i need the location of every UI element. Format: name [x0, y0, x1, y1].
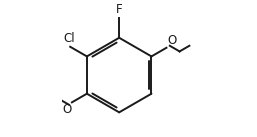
Text: O: O [167, 34, 176, 47]
Text: Cl: Cl [63, 32, 75, 45]
Text: F: F [116, 3, 123, 16]
Text: O: O [62, 103, 71, 116]
